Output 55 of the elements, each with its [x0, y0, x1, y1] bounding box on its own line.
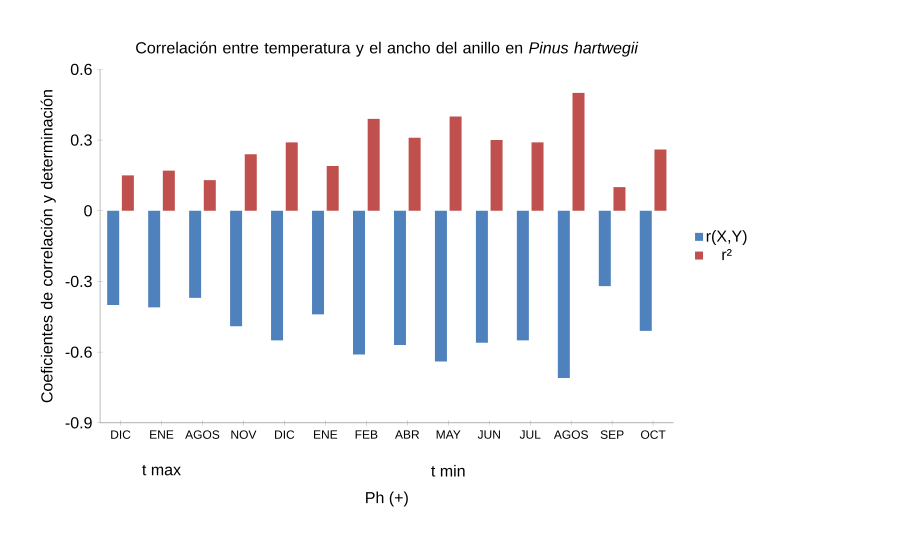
bar — [434, 210, 447, 362]
bar — [312, 210, 324, 314]
x-tick-label: JUL — [520, 430, 540, 439]
bar — [107, 210, 120, 305]
x-tick-label: MAY — [436, 430, 461, 439]
x-tick-label: FEB — [356, 430, 378, 439]
x-tick-label: DIC — [111, 430, 130, 439]
y-tick-label: 0.6 — [70, 64, 92, 75]
bar — [230, 210, 242, 326]
y-tick-label: -0.9 — [66, 417, 92, 428]
x-tick-label: OCT — [640, 430, 666, 439]
y-axis-title: Coeficientes de correlación y determinación — [40, 90, 56, 402]
x-tick-label: ENE — [314, 430, 338, 439]
bar — [476, 210, 488, 343]
bar — [532, 142, 544, 211]
bar — [408, 138, 421, 211]
bar — [394, 210, 406, 345]
bar — [368, 118, 380, 211]
bar — [189, 210, 202, 298]
bar — [148, 210, 160, 308]
x-tick-label: SEP — [600, 430, 624, 439]
bar — [286, 142, 298, 211]
y-tick-label: -0.3 — [66, 276, 92, 287]
legend-label: r(X,Y) — [706, 230, 747, 245]
bar — [352, 210, 365, 354]
bar — [572, 92, 585, 211]
bar — [271, 210, 284, 340]
bar — [558, 210, 570, 378]
y-tick-label: 0 — [84, 204, 92, 216]
bar — [490, 140, 503, 211]
bar — [326, 166, 339, 211]
x-tick-label: AGOS — [554, 430, 588, 439]
bar — [122, 175, 134, 211]
bar — [450, 116, 462, 211]
chart-title: Correlación entre temperatura y el ancho del anillo en Pinus hartwegii — [136, 41, 638, 57]
x-tick-label: NOV — [231, 430, 256, 439]
bar — [516, 210, 529, 340]
x-tick-label: ABR — [394, 430, 420, 439]
x-tick-label: JUN — [478, 430, 500, 439]
x-tick-label: DIC — [275, 430, 294, 439]
bar — [654, 149, 666, 211]
bar — [244, 154, 257, 211]
x-tick-label: AGOS — [185, 430, 220, 439]
y-tick-label: 0.3 — [70, 134, 92, 146]
text: Ph (+) — [366, 491, 408, 506]
x-tick-label: ENE — [150, 430, 174, 439]
bar — [640, 210, 652, 331]
text: t min — [431, 464, 465, 477]
text: t max — [142, 464, 181, 476]
bar — [162, 170, 175, 211]
bar — [613, 187, 626, 211]
y-tick-label: -0.6 — [66, 346, 92, 358]
legend-label: r² — [722, 248, 732, 260]
bar — [204, 180, 216, 211]
bar — [598, 210, 611, 286]
